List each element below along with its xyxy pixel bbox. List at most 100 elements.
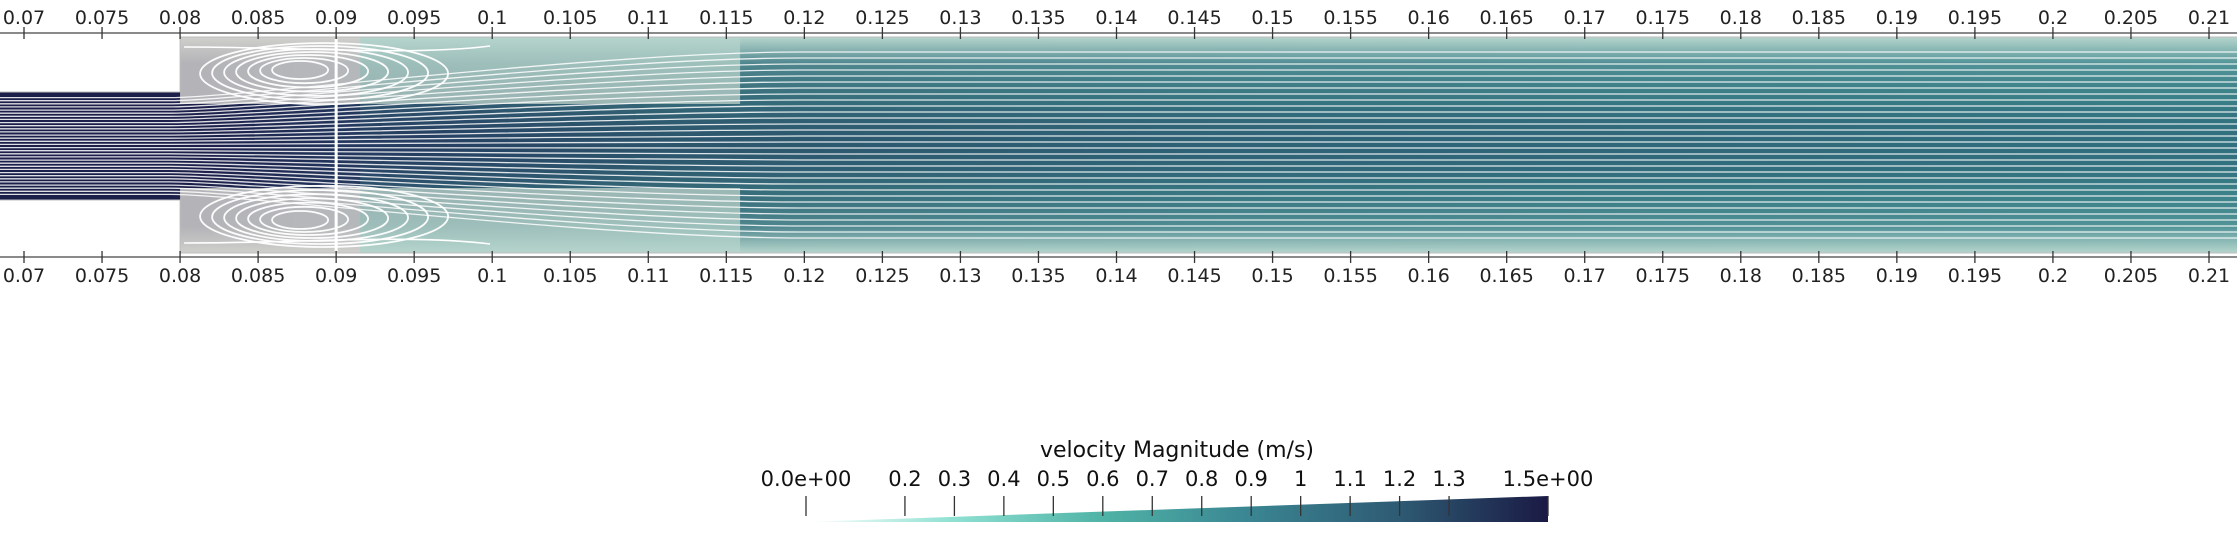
topAxis-tick-label: 0.075	[75, 7, 129, 29]
bottomAxis-tick-label: 0.2	[2038, 265, 2068, 287]
vortex-top	[199, 42, 450, 106]
topAxis-tick-label: 0.13	[939, 7, 981, 29]
vortex-bottom	[199, 184, 450, 248]
colorbar-tick-label: 0.4	[987, 467, 1020, 491]
vortex-top	[247, 54, 370, 89]
bottomAxis-tick-label: 0.17	[1564, 265, 1606, 287]
streamline	[0, 190, 2237, 233]
topAxis-tick-label: 0.135	[1011, 7, 1065, 29]
streamline	[0, 93, 2237, 121]
topAxis-tick-label: 0.12	[783, 7, 825, 29]
colorbar-title: velocity Magnitude (m/s)	[1040, 438, 1314, 463]
bottomAxis-tick-label: 0.12	[783, 265, 825, 287]
topAxis-tick-label: 0.09	[315, 7, 357, 29]
bottomAxis-tick-label: 0.125	[855, 265, 909, 287]
vortex-bottom	[211, 189, 430, 245]
bottomAxis-tick-label: 0.195	[1948, 265, 2002, 287]
colorbar-tick-label: 0.8	[1185, 467, 1218, 491]
topAxis-tick-label: 0.08	[159, 7, 201, 29]
streamline	[0, 162, 2237, 179]
colorbar-tick-label: 1.2	[1383, 467, 1416, 491]
streamline	[0, 153, 2237, 161]
topAxis-tick-label: 0.175	[1636, 7, 1690, 29]
colorbar-gradient	[806, 496, 1548, 522]
bottomAxis-tick-label: 0.15	[1251, 265, 1293, 287]
vortex-top	[235, 51, 390, 93]
topAxis-tick-label: 0.145	[1167, 7, 1221, 29]
bottomAxis-tick-label: 0.07	[3, 265, 45, 287]
streamline	[0, 156, 2237, 167]
bottomAxis-tick-label: 0.08	[159, 265, 201, 287]
topAxis-tick-label: 0.085	[231, 7, 285, 29]
topAxis-tick-label: 0.15	[1251, 7, 1293, 29]
vortex-top	[271, 60, 330, 80]
colorbar-min-label: 0.0e+00	[761, 467, 852, 491]
recirculation-vortices	[184, 42, 491, 248]
bottomAxis-tick-label: 0.185	[1792, 265, 1846, 287]
streamline	[0, 75, 2237, 111]
colorbar-tick-label: 1	[1294, 467, 1307, 491]
streamline	[0, 150, 2237, 155]
streamline	[0, 129, 2237, 139]
vortex-bottom	[271, 210, 330, 230]
topAxis-tick-label: 0.155	[1323, 7, 1377, 29]
colorbar-tick-label: 0.9	[1234, 467, 1267, 491]
bottomAxis-tick-label: 0.21	[2188, 265, 2230, 287]
streamline	[0, 51, 2237, 99]
streamline	[0, 159, 2237, 173]
topAxis-tick-label: 0.205	[2104, 7, 2158, 29]
colorbar-tick-label: 0.2	[888, 467, 921, 491]
bottomAxis-tick-label: 0.18	[1720, 265, 1762, 287]
topAxis-tick-label: 0.095	[387, 7, 441, 29]
streamline	[0, 181, 2237, 215]
bottomAxis-tick-label: 0.205	[2104, 265, 2158, 287]
bottomAxis-tick-label: 0.175	[1636, 265, 1690, 287]
streamlines	[0, 51, 2237, 239]
vortex-bottom	[247, 201, 370, 236]
topAxis-tick-label: 0.21	[2188, 7, 2230, 29]
colorbar-tick-label: 0.7	[1136, 467, 1169, 491]
vortex-bottom-tail	[184, 238, 491, 245]
streamline	[0, 135, 2237, 142]
vortex-top-tail	[184, 45, 491, 52]
streamline	[0, 123, 2237, 136]
bottomAxis-tick-label: 0.1	[477, 265, 507, 287]
topAxis-tick-label: 0.07	[3, 7, 45, 29]
streamline	[0, 81, 2237, 114]
bottom-axis: 0.07 0.075 0.08 0.085 0.09 0.095 0.1 0.105 0.11 0…	[0, 251, 2237, 287]
topAxis-tick-label: 0.165	[1479, 7, 1533, 29]
topAxis-tick-label: 0.16	[1407, 7, 1449, 29]
streamline	[0, 168, 2237, 191]
streamline	[0, 175, 2237, 203]
streamline	[0, 171, 2237, 197]
bottomAxis-tick-label: 0.155	[1323, 265, 1377, 287]
vortex-bottom	[259, 205, 350, 233]
bottomAxis-tick-label: 0.11	[627, 265, 669, 287]
topAxis-tick-label: 0.19	[1876, 7, 1918, 29]
topAxis-tick-label: 0.105	[543, 7, 597, 29]
bottomAxis-tick-label: 0.09	[315, 265, 357, 287]
streamline	[0, 111, 2237, 130]
bottomAxis-tick-label: 0.13	[939, 265, 981, 287]
colorbar-tick-label: 1.1	[1333, 467, 1366, 491]
streamline	[0, 117, 2237, 133]
topAxis-tick-label: 0.18	[1720, 7, 1762, 29]
top-axis: 0.07 0.075 0.08 0.085 0.09 0.095 0.1 0.105 0.11 0…	[0, 7, 2237, 39]
bottomAxis-tick-label: 0.135	[1011, 265, 1065, 287]
topAxis-tick-label: 0.125	[855, 7, 909, 29]
streamline	[0, 165, 2237, 185]
colorbar-tick-label: 0.3	[938, 467, 971, 491]
bottomAxis-tick-label: 0.16	[1407, 265, 1449, 287]
streamline	[0, 178, 2237, 209]
streamline	[0, 57, 2237, 102]
streamline	[0, 187, 2237, 227]
topAxis-tick-label: 0.17	[1564, 7, 1606, 29]
streamline	[0, 87, 2237, 117]
topAxis-tick-label: 0.1	[477, 7, 507, 29]
bottomAxis-tick-label: 0.145	[1167, 265, 1221, 287]
colorbar-ticks: 0.2 0.3 0.4 0.5 0.6 0.7 0.8 0.9 1 1.1 1.2 1.3	[805, 467, 1549, 516]
vortex-top	[259, 57, 350, 85]
bottomAxis-tick-label: 0.095	[387, 265, 441, 287]
topAxis-tick-label: 0.2	[2038, 7, 2068, 29]
